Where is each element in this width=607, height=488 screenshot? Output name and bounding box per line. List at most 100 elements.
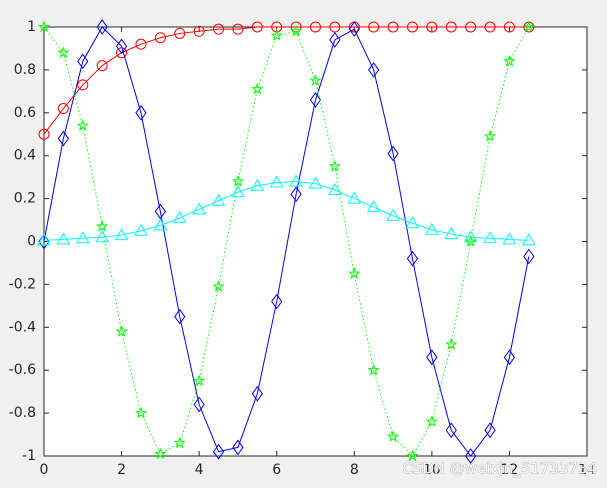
marker	[192, 202, 207, 215]
x-tick-label: 0	[40, 462, 49, 478]
marker	[387, 145, 399, 162]
marker	[153, 218, 168, 231]
y-tick-label: 0.8	[14, 62, 36, 78]
marker	[251, 385, 263, 402]
marker	[328, 183, 342, 196]
marker	[406, 21, 418, 33]
marker	[366, 200, 381, 213]
marker	[348, 267, 361, 279]
marker	[57, 46, 70, 59]
marker	[503, 21, 515, 33]
marker	[95, 230, 110, 243]
marker	[57, 130, 70, 147]
marker	[192, 374, 206, 387]
marker	[37, 233, 51, 246]
marker	[135, 104, 147, 121]
x-tick-label: 14	[578, 462, 596, 478]
marker	[38, 128, 50, 140]
series-line	[43, 26, 529, 135]
plot-area	[43, 26, 588, 457]
marker	[96, 19, 108, 35]
x-tick-label: 8	[350, 462, 359, 478]
marker	[445, 337, 458, 350]
marker	[521, 233, 536, 246]
marker	[406, 449, 419, 462]
marker	[193, 25, 205, 37]
marker	[405, 216, 420, 229]
marker	[211, 193, 226, 206]
y-tick-label: 0.6	[14, 105, 36, 121]
marker	[309, 74, 322, 86]
marker	[308, 176, 323, 189]
marker	[328, 159, 342, 172]
marker	[231, 185, 245, 198]
marker	[424, 222, 439, 235]
x-tick-label: 2	[117, 462, 126, 478]
marker	[76, 119, 89, 131]
marker	[174, 308, 186, 325]
marker	[154, 32, 166, 44]
marker	[329, 32, 341, 48]
marker	[96, 60, 108, 72]
marker	[464, 234, 477, 247]
marker	[251, 82, 264, 95]
series-line	[43, 26, 530, 457]
marker	[484, 21, 496, 33]
marker	[309, 92, 322, 108]
marker	[483, 129, 497, 142]
marker	[269, 175, 284, 188]
marker	[232, 439, 244, 456]
marker	[426, 349, 438, 366]
y-tick-label: 0.2	[14, 191, 36, 207]
marker	[368, 21, 380, 33]
marker	[348, 21, 360, 38]
marker	[406, 250, 419, 267]
marker	[465, 21, 477, 33]
y-tick-label: 0.4	[14, 148, 36, 164]
watermark: CSDN @weixin_51733734	[402, 460, 597, 479]
marker	[270, 29, 283, 41]
marker	[503, 349, 516, 366]
marker	[174, 27, 186, 39]
marker	[172, 210, 187, 223]
marker	[502, 232, 517, 245]
marker	[290, 186, 302, 203]
marker	[251, 21, 263, 33]
marker	[213, 23, 225, 35]
marker	[77, 79, 89, 91]
marker	[368, 62, 380, 78]
marker	[367, 363, 380, 376]
marker	[444, 226, 459, 239]
marker	[329, 21, 341, 33]
marker	[95, 219, 109, 232]
marker	[522, 20, 536, 33]
marker	[212, 443, 225, 460]
marker	[232, 23, 244, 35]
marker	[483, 231, 497, 244]
marker	[387, 21, 399, 33]
x-tick-label: 12	[501, 462, 519, 478]
marker	[310, 21, 321, 33]
marker	[57, 103, 69, 115]
marker	[426, 21, 438, 33]
marker	[56, 232, 71, 245]
y-tick-label: -0.8	[9, 405, 36, 421]
marker	[114, 228, 129, 241]
y-tick-label: -0.4	[9, 319, 36, 335]
marker	[445, 422, 457, 439]
marker	[135, 38, 147, 50]
marker	[115, 325, 128, 337]
marker	[77, 53, 89, 70]
x-tick-label: 6	[272, 462, 281, 478]
marker	[154, 447, 167, 460]
y-tick-label: 1	[27, 19, 36, 35]
marker	[173, 436, 186, 449]
y-tick-label: 0	[27, 234, 36, 250]
marker	[37, 20, 51, 33]
marker	[193, 396, 205, 413]
y-tick-label: -0.6	[9, 362, 36, 378]
marker	[212, 280, 225, 292]
marker	[445, 21, 457, 33]
marker	[134, 406, 148, 419]
